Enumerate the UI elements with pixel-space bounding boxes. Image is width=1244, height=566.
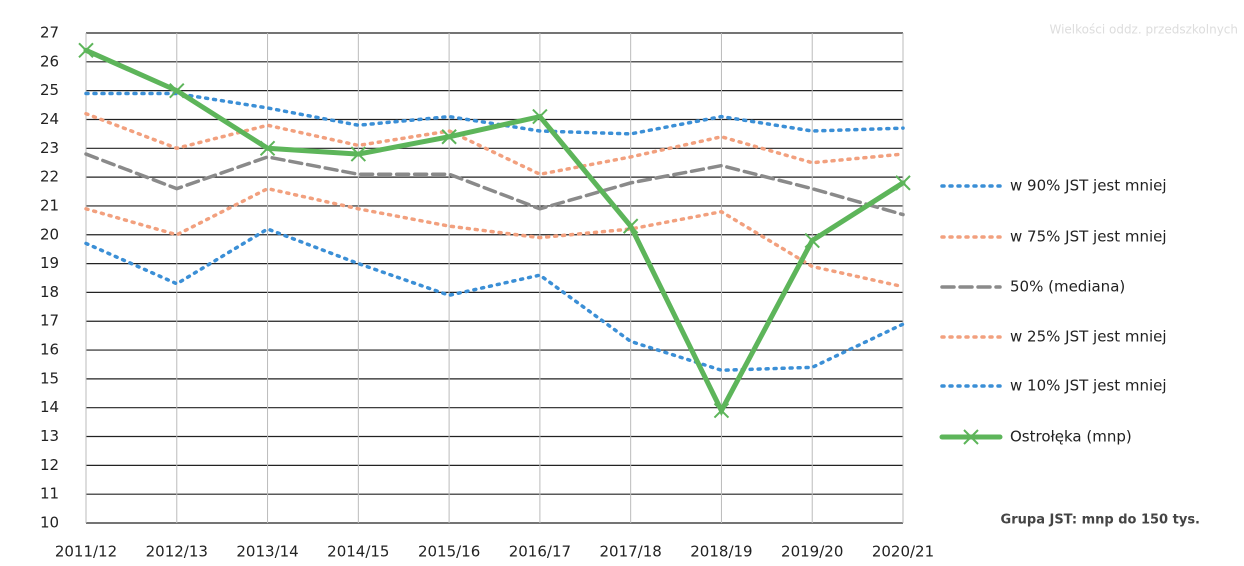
y-tick-label: 10: [40, 514, 59, 532]
x-tick-label: 2014/15: [327, 543, 389, 561]
series-line: [84, 227, 905, 372]
y-tick-label: 18: [40, 283, 59, 301]
series-line: [84, 91, 905, 136]
x-tick-label: 2018/19: [690, 543, 752, 561]
y-tick-label: 17: [40, 312, 59, 330]
y-tick-label: 13: [40, 427, 59, 445]
legend-label: w 90% JST jest mniej: [1010, 177, 1167, 195]
y-tick-label: 25: [40, 81, 59, 99]
y-tick-label: 15: [40, 369, 59, 387]
chart-title: Wielkości oddz. przedszkolnych: [1049, 23, 1238, 37]
point-marker: [713, 402, 730, 419]
x-tick-label: 2013/14: [236, 543, 298, 561]
y-tick-label: 27: [40, 24, 59, 42]
x-tick-label: 2020/21: [872, 543, 934, 561]
y-tick-label: 23: [40, 139, 59, 157]
series-line: [84, 111, 905, 177]
y-tick-label: 20: [40, 225, 59, 243]
legend-marker: [963, 429, 979, 445]
series-line: [83, 47, 906, 417]
point-marker: [350, 146, 367, 162]
x-tick-label: 2011/12: [55, 543, 117, 561]
x-tick-label: 2017/18: [600, 543, 662, 561]
legend-label: 50% (mediana): [1010, 278, 1125, 296]
point-marker: [895, 175, 911, 191]
point-marker: [169, 82, 185, 99]
y-tick-label: 11: [40, 485, 59, 503]
series-line: [84, 186, 905, 289]
annotation: Grupa JST: mnp do 150 tys.: [1001, 513, 1200, 528]
legend-label: Ostrołęka (mnp): [1010, 428, 1132, 446]
point-marker: [259, 140, 276, 157]
y-tick-label: 12: [40, 456, 59, 474]
legend-label: w 75% JST jest mniej: [1010, 228, 1167, 246]
y-tick-label: 22: [40, 168, 59, 186]
x-tick-label: 2019/20: [781, 543, 843, 561]
y-tick-label: 21: [40, 196, 59, 214]
y-tick-label: 16: [40, 341, 59, 359]
point-marker: [532, 108, 548, 125]
x-tick-label: 2012/13: [146, 543, 208, 561]
point-marker: [622, 218, 639, 234]
legend-label: w 10% JST jest mniej: [1010, 377, 1167, 395]
point-marker: [441, 129, 457, 145]
point-marker: [78, 42, 94, 59]
y-tick-label: 19: [40, 254, 59, 272]
x-tick-label: 2015/16: [418, 543, 480, 561]
x-tick-label: 2016/17: [509, 543, 571, 561]
y-tick-label: 14: [40, 398, 59, 416]
legend-label: w 25% JST jest mniej: [1010, 328, 1167, 346]
point-marker: [804, 232, 820, 249]
y-tick-label: 26: [40, 52, 59, 70]
series-line: [84, 152, 905, 217]
y-tick-label: 24: [40, 110, 59, 128]
